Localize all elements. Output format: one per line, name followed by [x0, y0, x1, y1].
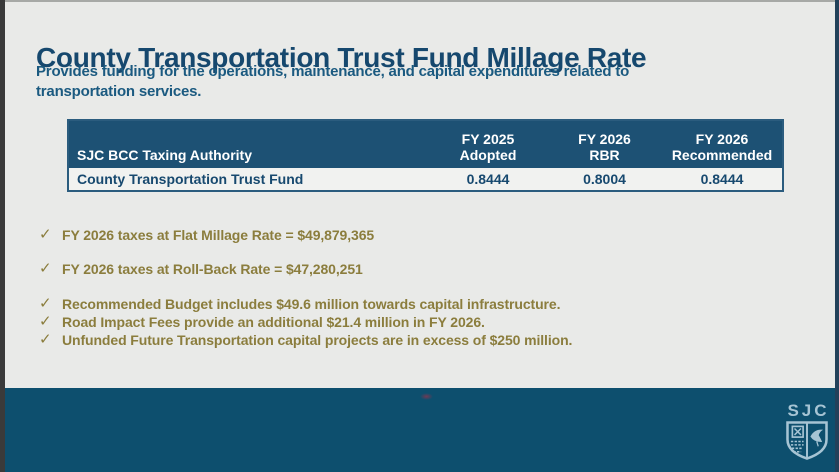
- cell-fy2025-adopted: 0.8444: [429, 168, 547, 191]
- bullet-unfunded-projects: ✓ Unfunded Future Transportation capital…: [39, 331, 573, 349]
- checkmark-icon: ✓: [39, 226, 52, 243]
- subtitle-line-1: Provides funding for the operations, mai…: [36, 63, 630, 80]
- bullet-text-flat-millage: FY 2026 taxes at Flat Millage Rate = $49…: [62, 227, 375, 243]
- sjc-logo: SJC: [781, 402, 833, 461]
- table-row: County Transportation Trust Fund 0.8444 …: [68, 168, 783, 191]
- header-rbr-line1: FY 2026: [578, 131, 631, 147]
- bullet-text-road-impact-fees: Road Impact Fees provide an additional $…: [62, 314, 485, 330]
- frame-top-edge: [0, 0, 839, 2]
- header-rbr-line2: RBR: [589, 147, 620, 163]
- header-fy2025-line2: Adopted: [459, 147, 517, 163]
- bullet-capital-infrastructure: ✓ Recommended Budget includes $49.6 mill…: [39, 295, 561, 313]
- sjc-shield-icon: [786, 421, 828, 460]
- checkmark-icon: ✓: [39, 331, 52, 348]
- bullet-rollback-rate: ✓ FY 2026 taxes at Roll-Back Rate = $47,…: [39, 260, 363, 278]
- subtitle-line-2: transportation services.: [36, 83, 202, 100]
- checkmark-icon: ✓: [39, 295, 52, 312]
- checkmark-icon: ✓: [39, 313, 52, 330]
- cell-fy2026-recommended: 0.8444: [662, 168, 783, 191]
- cell-fy2026-rbr: 0.8004: [547, 168, 662, 191]
- bullet-text-rollback-rate: FY 2026 taxes at Roll-Back Rate = $47,28…: [62, 261, 363, 277]
- page-title: County Transportation Trust Fund Millage…: [36, 41, 647, 73]
- header-recommended-line2: Recommended: [671, 147, 773, 163]
- header-fy2026-recommended: FY 2026 Recommended: [662, 120, 783, 168]
- header-taxing-authority: SJC BCC Taxing Authority: [68, 120, 429, 168]
- header-fy2025-line1: FY 2025: [461, 131, 515, 147]
- bullet-text-capital-infrastructure: Recommended Budget includes $49.6 millio…: [62, 296, 561, 312]
- table-header-row: SJC BCC Taxing Authority FY 2025 Adopted…: [68, 120, 783, 168]
- header-fy2026-rbr: FY 2026 RBR: [547, 120, 662, 168]
- sjc-logo-text: SJC: [787, 401, 830, 420]
- footer-bar: SJC: [0, 388, 839, 472]
- page-subtitle: Provides funding for the operations, mai…: [36, 62, 796, 102]
- frame-left-edge: [0, 0, 5, 472]
- header-recommended-line1: FY 2026: [695, 131, 749, 147]
- millage-rate-table: SJC BCC Taxing Authority FY 2025 Adopted…: [67, 119, 784, 192]
- bullet-text-unfunded-projects: Unfunded Future Transportation capital p…: [62, 332, 573, 348]
- bullet-flat-millage: ✓ FY 2026 taxes at Flat Millage Rate = $…: [39, 226, 375, 244]
- video-artifact-smudge: [420, 393, 433, 400]
- bullet-road-impact-fees: ✓ Road Impact Fees provide an additional…: [39, 313, 485, 331]
- cell-authority: County Transportation Trust Fund: [68, 168, 429, 191]
- header-fy2025-adopted: FY 2025 Adopted: [429, 120, 547, 168]
- checkmark-icon: ✓: [39, 260, 52, 277]
- frame-right-edge: [835, 0, 839, 472]
